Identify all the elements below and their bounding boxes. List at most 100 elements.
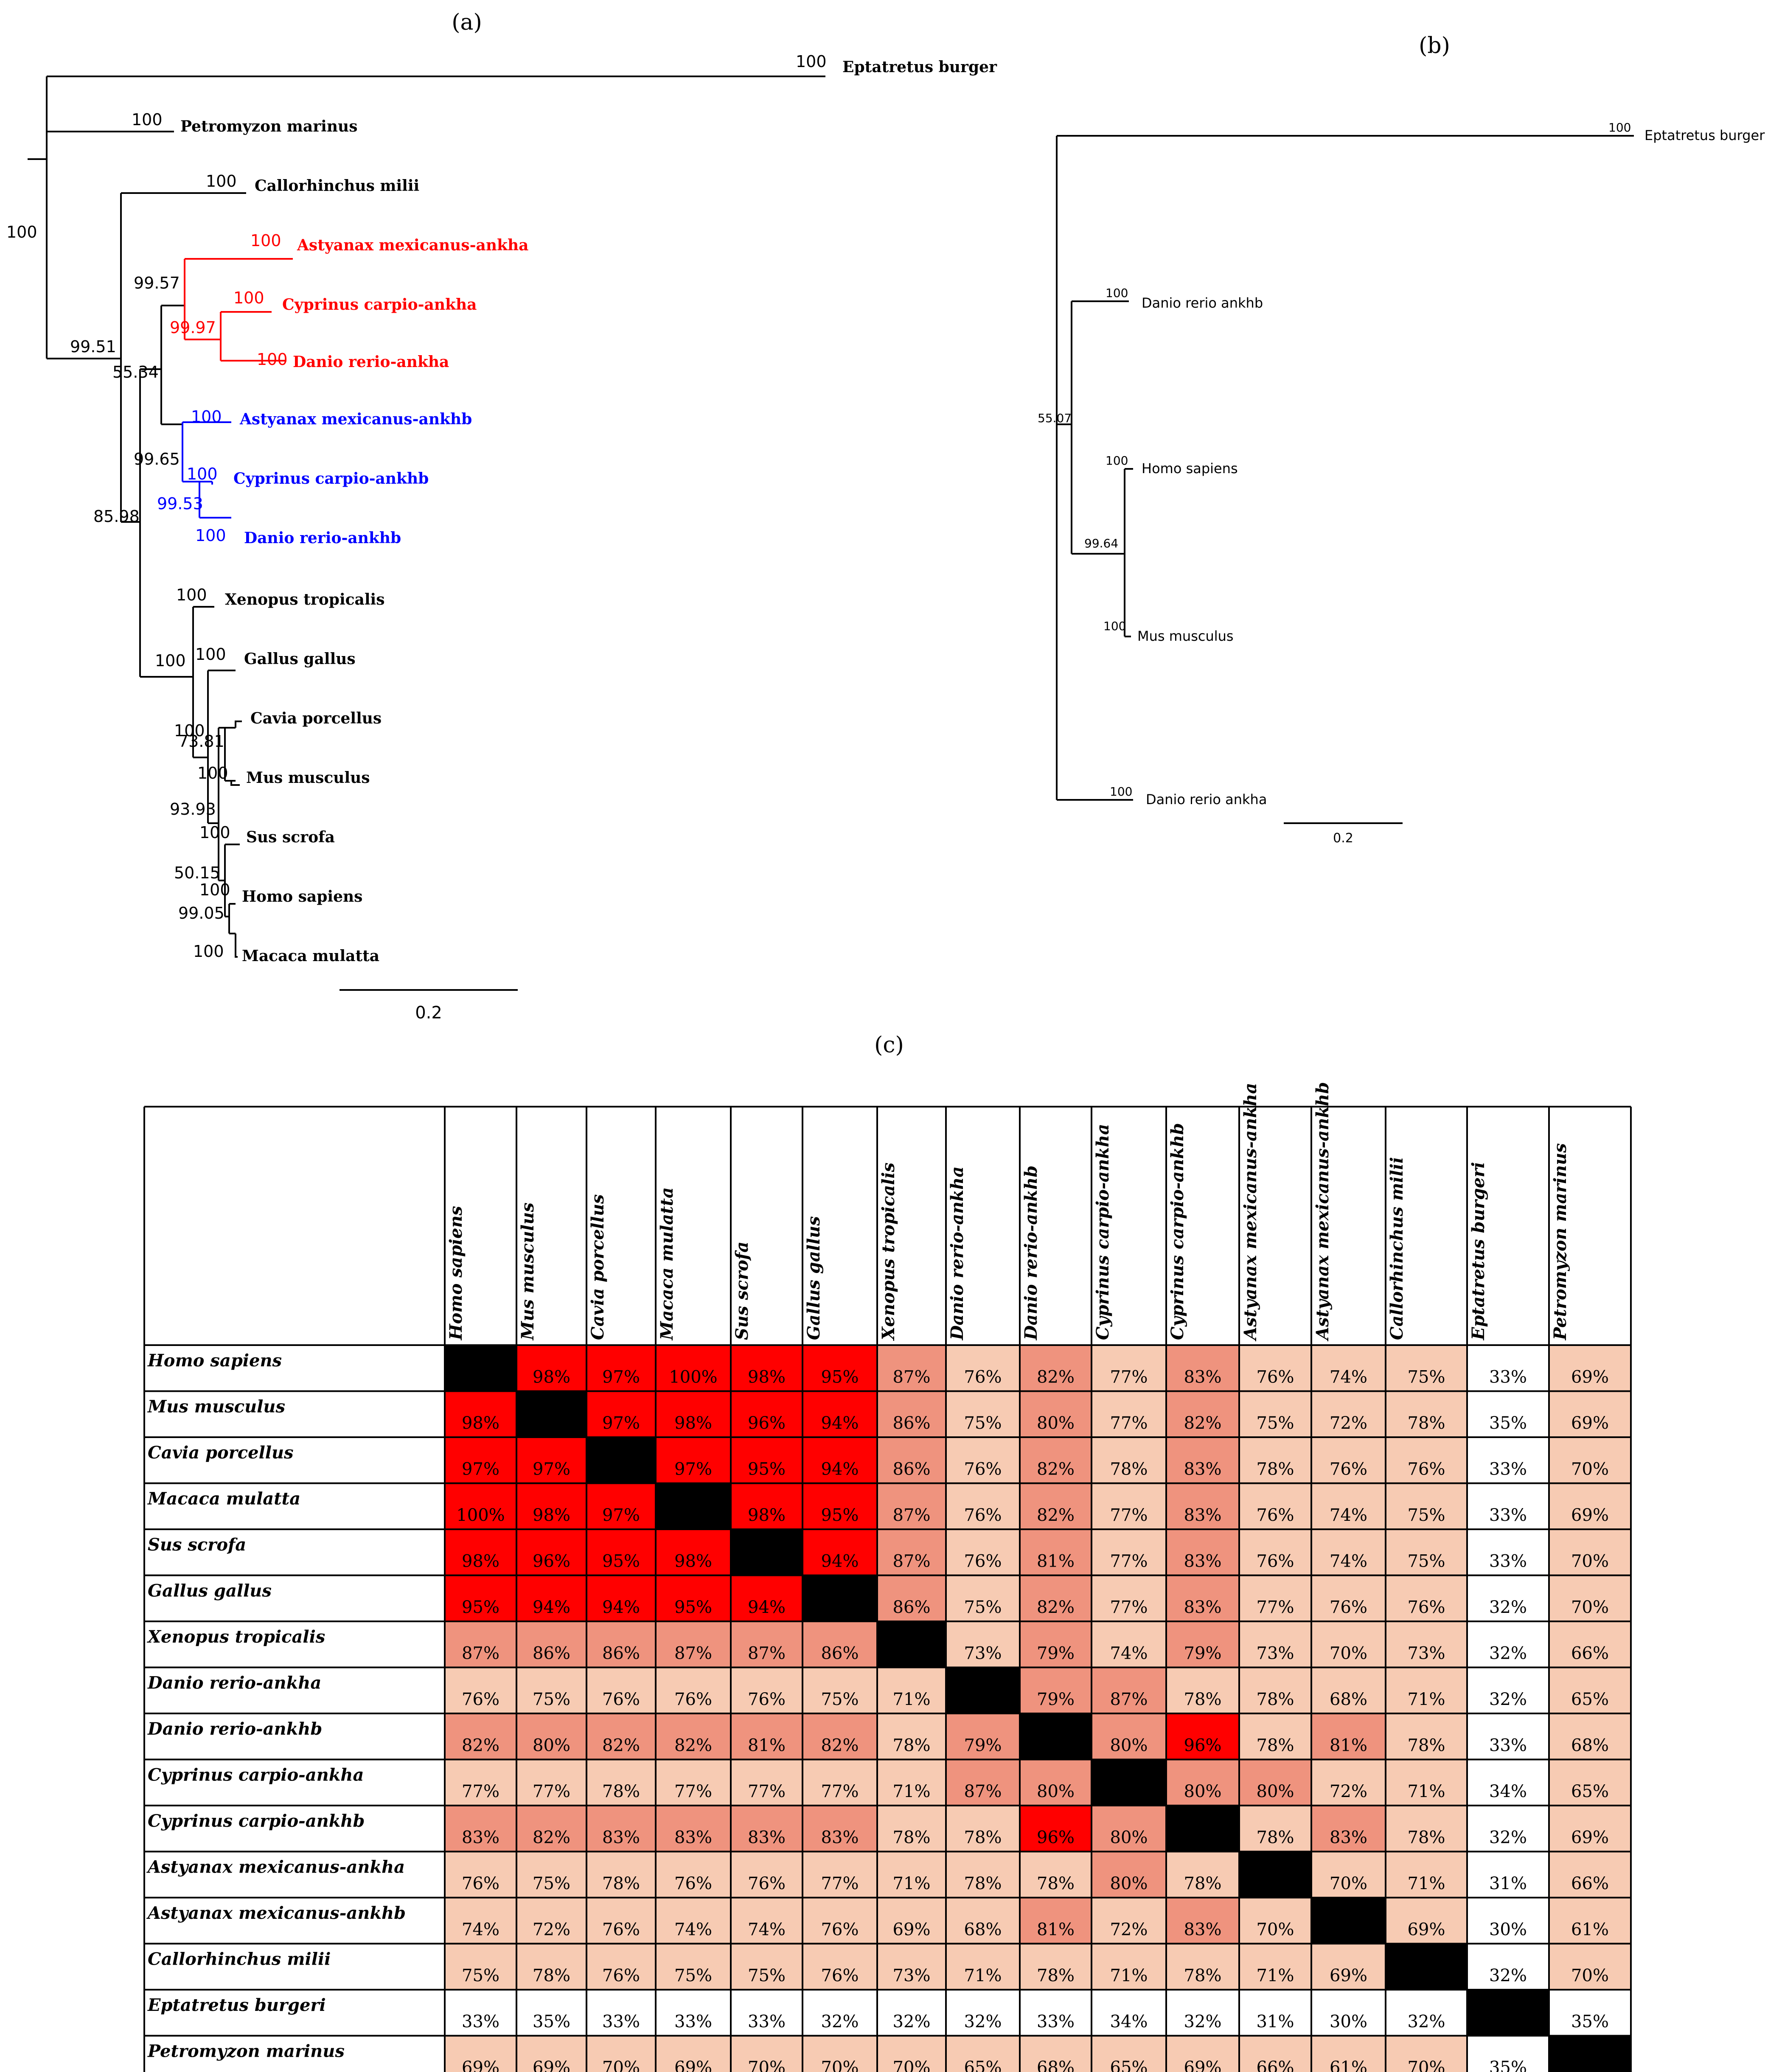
heatmap-cell-value: 76%	[1257, 1552, 1294, 1571]
heatmap-cell-value: 68%	[964, 1920, 1002, 1940]
heatmap-cell	[1549, 1851, 1631, 1898]
tree-a-support-astyanax-mexicanus-ankha: 100	[250, 231, 281, 250]
heatmap-cell-value: 87%	[748, 1644, 786, 1663]
heatmap-cell	[586, 2036, 656, 2072]
tree-a-support-macaca-mulatta: 100	[193, 942, 224, 961]
heatmap-row-label-gallus-gallus: Gallus gallus	[148, 1581, 272, 1601]
heatmap-cell	[656, 1851, 731, 1898]
heatmap-cell	[1092, 1621, 1166, 1668]
heatmap-cell-value: 87%	[893, 1368, 931, 1387]
heatmap-cell	[1311, 1437, 1386, 1483]
heatmap-cell	[1239, 1806, 1311, 1852]
heatmap-cell-value: 76%	[964, 1552, 1002, 1571]
heatmap-cell	[1467, 1667, 1549, 1713]
heatmap-row-label-danio-rerio-ankhb: Danio rerio-ankhb	[147, 1719, 322, 1739]
heatmap-cell	[731, 1529, 803, 1576]
heatmap-cell-value: 33%	[602, 2012, 640, 2032]
heatmap-cell-value: 32%	[1184, 2012, 1222, 2032]
heatmap-cell	[445, 1759, 516, 1806]
panel-label-c: (c)	[874, 1032, 904, 1058]
heatmap-cell	[1020, 1898, 1092, 1944]
heatmap-cell-value: 70%	[893, 2058, 931, 2072]
tree-b-support-eptatretus-burger: 100	[1608, 121, 1631, 135]
heatmap-cell	[1092, 1529, 1166, 1576]
heatmap-cell	[516, 1898, 586, 1944]
heatmap-cell	[445, 1990, 516, 2036]
heatmap-cell-value: 77%	[821, 1874, 859, 1893]
heatmap-cell	[1386, 2036, 1467, 2072]
heatmap-cell	[516, 1391, 586, 1437]
heatmap-cell-value: 77%	[748, 1782, 786, 1801]
tree-a-node-support: 99.65	[134, 450, 180, 468]
heatmap-cell	[1239, 1437, 1311, 1483]
heatmap-cell	[1467, 1575, 1549, 1621]
heatmap-cell-value: 70%	[1330, 1874, 1367, 1893]
heatmap-col-label-cyprinus-carpio-ankha: Cyprinus carpio-ankha	[1093, 1124, 1113, 1340]
heatmap-cell	[1239, 1759, 1311, 1806]
heatmap-cell	[656, 1483, 731, 1529]
heatmap-cell	[1166, 1667, 1239, 1713]
heatmap-cell	[946, 1898, 1020, 1944]
heatmap-cell-value: 98%	[462, 1552, 499, 1571]
heatmap-cell	[877, 1990, 946, 2036]
heatmap-cell-value: 97%	[462, 1460, 499, 1479]
heatmap-cell-value: 32%	[821, 2012, 859, 2032]
tree-a-support-cyprinus-carpio-ankha: 100	[233, 289, 264, 307]
heatmap-cell-value: 77%	[1110, 1506, 1148, 1525]
heatmap-cell-value: 66%	[1571, 1644, 1609, 1663]
heatmap-cell-value: 72%	[1330, 1413, 1367, 1433]
heatmap-cell	[877, 1391, 946, 1437]
heatmap-cell	[1239, 1851, 1311, 1898]
heatmap-cell-value: 98%	[674, 1552, 712, 1571]
heatmap-cell-value: 83%	[1184, 1552, 1222, 1571]
heatmap-cell-value: 75%	[1408, 1552, 1445, 1571]
heatmap-cell	[1386, 1345, 1467, 1391]
tree-b-root	[1056, 135, 1634, 801]
heatmap-col-label-cyprinus-carpio-ankhb: Cyprinus carpio-ankhb	[1167, 1123, 1187, 1340]
heatmap-cell	[586, 1806, 656, 1852]
heatmap-cell-value: 70%	[1571, 1460, 1609, 1479]
heatmap-cell-value: 68%	[1037, 2058, 1075, 2072]
heatmap-cell-value: 70%	[1257, 1920, 1294, 1940]
heatmap-cell	[656, 1806, 731, 1852]
heatmap-cell	[1311, 1806, 1386, 1852]
heatmap-cell-value: 80%	[1037, 1413, 1075, 1433]
tree-a-clade-ankha	[184, 258, 293, 362]
heatmap-cell	[586, 1391, 656, 1437]
heatmap-cell	[1311, 1990, 1386, 2036]
heatmap-cell	[803, 1943, 877, 1990]
heatmap-cell	[586, 1667, 656, 1713]
heatmap-cell-value: 76%	[821, 1920, 859, 1940]
heatmap-cell	[1467, 1483, 1549, 1529]
heatmap-cell-value: 83%	[1184, 1368, 1222, 1387]
tree-b-support-danio-rerio-ankha: 100	[1110, 785, 1132, 799]
tree-a-node-support: 73.81	[178, 732, 224, 751]
heatmap-cell-value: 73%	[1257, 1644, 1294, 1663]
heatmap-col-label-homo-sapiens: Homo sapiens	[446, 1206, 466, 1340]
tree-a-node-osteichthyes	[121, 369, 141, 677]
heatmap-cell-value: 69%	[1330, 1966, 1367, 1985]
heatmap-cell-value: 35%	[1489, 1413, 1527, 1433]
heatmap-cell	[1467, 1943, 1549, 1990]
heatmap-cell	[516, 1667, 586, 1713]
heatmap-col-label-eptatretus-burgeri: Eptatretus burgeri	[1468, 1162, 1488, 1340]
heatmap-cell	[803, 1437, 877, 1483]
tree-a-node-support: 93.93	[170, 800, 216, 819]
heatmap-cell-value: 31%	[1257, 2012, 1294, 2032]
tree-a-support-sus-scrofa: 100	[199, 823, 230, 842]
heatmap-cell	[516, 1483, 586, 1529]
heatmap-cell-value: 75%	[964, 1598, 1002, 1617]
heatmap-cell-value: 95%	[602, 1552, 640, 1571]
heatmap-cell-value: 76%	[964, 1460, 1002, 1479]
heatmap-cell	[1467, 1851, 1549, 1898]
tree-a-tip-sus-scrofa: Sus scrofa	[246, 828, 335, 846]
heatmap-col-label-astyanax-mexicanus-ankha: Astyanax mexicanus-ankha	[1240, 1083, 1260, 1342]
heatmap-cell-value: 79%	[1184, 1644, 1222, 1663]
heatmap-cell	[877, 1437, 946, 1483]
heatmap-cell-value: 73%	[964, 1644, 1002, 1663]
tree-a-support-astyanax-mexicanus-ankhb: 100	[191, 407, 222, 426]
heatmap-cell-value: 83%	[1184, 1460, 1222, 1479]
heatmap-cell-value: 70%	[821, 2058, 859, 2072]
tree-a-scale-label: 0.2	[415, 1003, 442, 1023]
